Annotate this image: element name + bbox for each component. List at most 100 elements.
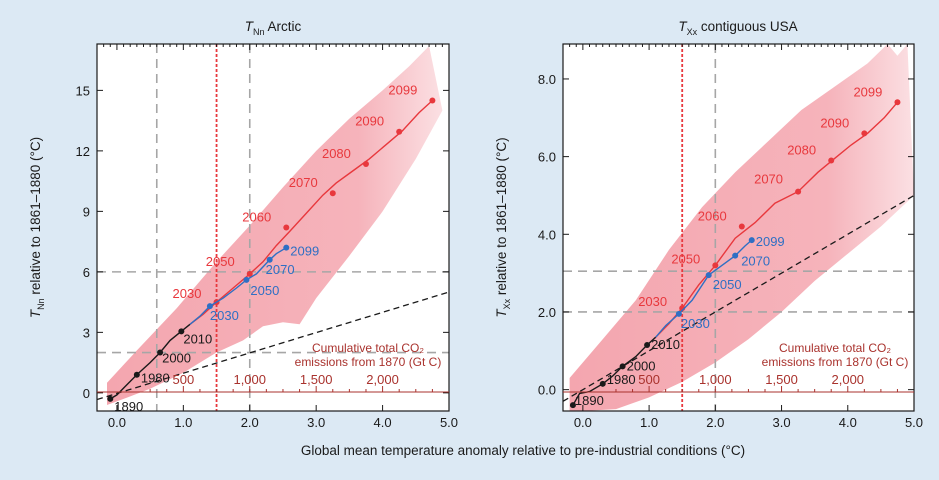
data-point-historical bbox=[599, 380, 606, 387]
co2-axis-label: Cumulative total CO₂ bbox=[779, 341, 891, 355]
series-line-rcp85 bbox=[189, 99, 433, 325]
year-label: 2099 bbox=[290, 244, 319, 259]
data-point-rcp26 bbox=[266, 256, 273, 263]
year-label: 1890 bbox=[114, 399, 143, 414]
year-label: 2070 bbox=[754, 172, 783, 187]
series-line-rcp85 bbox=[655, 101, 898, 338]
data-point-rcp85 bbox=[861, 130, 868, 137]
data-point-rcp85 bbox=[283, 224, 290, 231]
data-point-rcp85 bbox=[362, 160, 369, 167]
year-label: 2010 bbox=[651, 337, 680, 352]
data-point-rcp26 bbox=[748, 237, 755, 244]
y-tick-label: 0 bbox=[83, 386, 90, 401]
year-label: 2099 bbox=[853, 84, 882, 99]
x-tick-label: 4.0 bbox=[839, 415, 857, 430]
y-axis-label: TNn relative to 1861–1880 (°C) bbox=[28, 137, 46, 318]
linear-reference-line bbox=[563, 194, 914, 402]
co2-tick-label: 1,500 bbox=[300, 372, 333, 387]
chart-title: TXx contiguous USA bbox=[678, 19, 797, 37]
data-point-rcp85 bbox=[738, 223, 745, 230]
year-label: 2070 bbox=[741, 254, 770, 269]
panel-arctic: 1890 1980 2000 2010 2030 2050 2060 2070 2080 2090… bbox=[28, 19, 458, 430]
data-point-rcp26 bbox=[206, 303, 213, 310]
co2-axis-label: emissions from 1870 (Gt C) bbox=[762, 355, 909, 369]
year-label: 2030 bbox=[210, 308, 239, 323]
series-line-rcp26 bbox=[189, 247, 287, 325]
y-axis-label: TXx relative to 1861–1880 (°C) bbox=[494, 137, 512, 317]
data-point-historical bbox=[157, 349, 164, 356]
plot-frame bbox=[562, 43, 915, 412]
y-tick-label: 8.0 bbox=[538, 72, 556, 87]
data-point-rcp85 bbox=[429, 97, 436, 104]
series-line-historical bbox=[572, 336, 657, 406]
year-label: 2050 bbox=[206, 254, 235, 269]
year-label: 2099 bbox=[756, 234, 785, 249]
chart-title: TNn Arctic bbox=[245, 19, 302, 37]
x-tick-label: 3.0 bbox=[307, 415, 325, 430]
year-label: 2060 bbox=[698, 209, 727, 224]
co2-axis-label: Cumulative total CO₂ bbox=[312, 341, 424, 355]
data-point-historical bbox=[569, 402, 576, 409]
data-point-rcp85 bbox=[246, 270, 253, 277]
y-tick-label: 15 bbox=[76, 83, 90, 98]
year-label: 2099 bbox=[388, 82, 417, 97]
data-point-rcp85 bbox=[712, 262, 719, 269]
year-label: 2050 bbox=[713, 277, 742, 292]
plot-content bbox=[97, 44, 449, 411]
data-point-rcp85 bbox=[828, 157, 835, 164]
data-point-historical bbox=[644, 341, 651, 348]
year-label: 1890 bbox=[575, 393, 604, 408]
y-tick-label: 0.0 bbox=[538, 383, 556, 398]
plot-content bbox=[563, 44, 914, 411]
x-tick-label: 3.0 bbox=[773, 415, 791, 430]
year-label: 2030 bbox=[173, 286, 202, 301]
data-point-rcp26 bbox=[705, 272, 712, 279]
data-point-rcp26 bbox=[243, 276, 250, 283]
data-point-rcp26 bbox=[732, 252, 739, 259]
plot-frame bbox=[96, 43, 450, 412]
y-tick-label: 2.0 bbox=[538, 305, 556, 320]
co2-tick-label: 500 bbox=[172, 372, 194, 387]
data-point-rcp85 bbox=[894, 99, 901, 106]
year-label: 2070 bbox=[289, 175, 318, 190]
co2-tick-label: 1,500 bbox=[765, 372, 798, 387]
x-tick-label: 2.0 bbox=[241, 415, 259, 430]
co2-tick-label: 2,000 bbox=[366, 372, 399, 387]
y-tick-label: 6.0 bbox=[538, 150, 556, 165]
year-label: 2010 bbox=[183, 331, 212, 346]
x-tick-label: 1.0 bbox=[640, 415, 658, 430]
year-label: 1980 bbox=[141, 371, 170, 386]
data-point-historical bbox=[619, 363, 626, 370]
x-tick-label: 1.0 bbox=[174, 415, 192, 430]
data-point-rcp85 bbox=[396, 128, 403, 135]
x-tick-label: 4.0 bbox=[374, 415, 392, 430]
data-point-rcp26 bbox=[675, 310, 682, 317]
data-point-rcp85 bbox=[329, 190, 336, 197]
co2-tick-label: 2,000 bbox=[832, 372, 865, 387]
y-tick-label: 4.0 bbox=[538, 227, 556, 242]
year-label: 2030 bbox=[638, 294, 667, 309]
year-label: 2050 bbox=[671, 251, 700, 266]
year-label: 1980 bbox=[607, 372, 636, 387]
year-label: 2030 bbox=[681, 316, 710, 331]
year-label: 2050 bbox=[250, 283, 279, 298]
x-tick-label: 5.0 bbox=[440, 415, 458, 430]
y-tick-label: 12 bbox=[76, 144, 90, 159]
data-point-historical bbox=[178, 328, 185, 335]
co2-axis-label: emissions from 1870 (Gt C) bbox=[295, 355, 442, 369]
year-label: 2090 bbox=[820, 115, 849, 130]
panel-usa: 1890198020002010203020502060207020802090… bbox=[494, 19, 923, 430]
x-tick-label: 0.0 bbox=[108, 415, 126, 430]
year-label: 2080 bbox=[787, 143, 816, 158]
data-point-rcp26 bbox=[283, 244, 290, 251]
linear-reference-line bbox=[97, 291, 449, 401]
year-label: 2000 bbox=[162, 351, 191, 366]
x-tick-label: 0.0 bbox=[574, 415, 592, 430]
y-tick-label: 3 bbox=[83, 325, 90, 340]
x-tick-label: 2.0 bbox=[706, 415, 724, 430]
x-axis-label: Global mean temperature anomaly relative… bbox=[301, 443, 745, 458]
year-label: 2080 bbox=[322, 146, 351, 161]
year-label: 2060 bbox=[242, 210, 271, 225]
data-point-historical bbox=[133, 371, 140, 378]
